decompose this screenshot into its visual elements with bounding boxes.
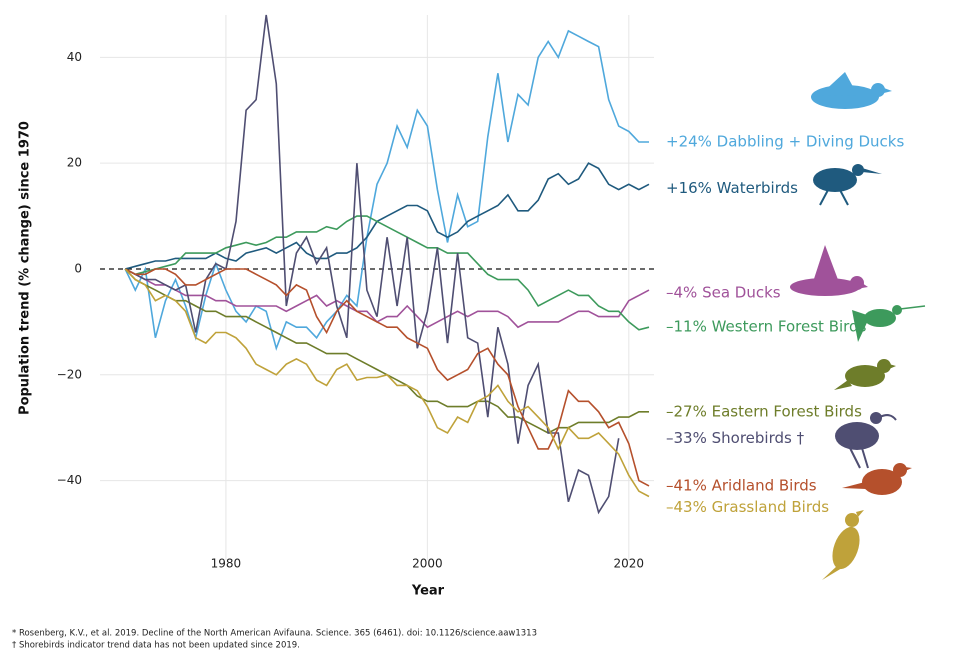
- forest-bird-icon: [834, 359, 896, 390]
- series-label: –41% Aridland Birds: [666, 476, 817, 494]
- series-line: [124, 162, 650, 270]
- series-label: –27% Eastern Forest Birds: [666, 402, 862, 420]
- y-tick-label: 0: [74, 261, 82, 275]
- series-label: –11% Western Forest Birds: [666, 318, 867, 336]
- hummingbird-icon: [852, 305, 926, 342]
- series-label: –43% Grassland Birds: [666, 498, 829, 516]
- series-line: [124, 268, 650, 487]
- aridland-bird-icon: [842, 463, 912, 495]
- series-label: +16% Waterbirds: [666, 179, 798, 197]
- series-line: [124, 268, 650, 329]
- y-axis-label: Population trend (% change) since 1970: [18, 121, 33, 415]
- shorebird-icon: [835, 412, 897, 469]
- x-tick-label: 2020: [614, 557, 645, 571]
- x-tick-label: 1980: [211, 557, 242, 571]
- duck-icon: [811, 72, 892, 109]
- waterbird-icon: [813, 164, 882, 206]
- series-label: –33% Shorebirds †: [666, 429, 805, 447]
- y-tick-label: 40: [67, 50, 82, 64]
- footnote: * Rosenberg, K.V., et al. 2019. Decline …: [12, 629, 537, 639]
- x-tick-label: 2000: [412, 557, 443, 571]
- sea-duck-icon: [790, 245, 868, 296]
- series-label: +24% Dabbling + Diving Ducks: [666, 132, 904, 150]
- x-axis-label: Year: [411, 584, 445, 599]
- y-tick-label: 20: [67, 156, 82, 170]
- series-line: [124, 215, 650, 331]
- footnote: † Shorebirds indicator trend data has no…: [12, 641, 300, 651]
- y-tick-label: −40: [57, 473, 82, 487]
- grassland-bird-icon: [822, 510, 864, 580]
- y-tick-label: −20: [57, 367, 82, 381]
- series-line: [124, 268, 650, 498]
- series-label: –4% Sea Ducks: [666, 284, 781, 302]
- bird-icons: [790, 72, 926, 580]
- series-line: [124, 29, 649, 351]
- series-line: [124, 14, 620, 515]
